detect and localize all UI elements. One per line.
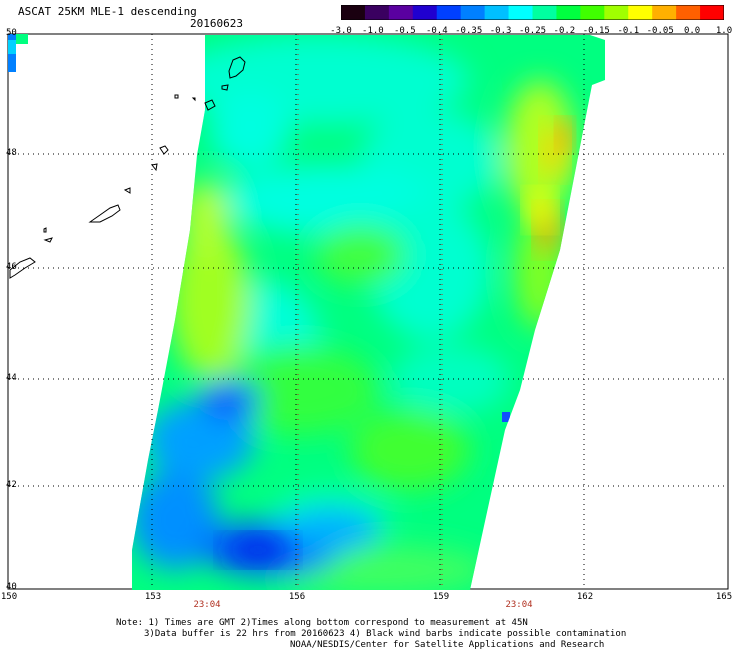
legend-swatch bbox=[364, 5, 390, 20]
legend-label: -0.1 bbox=[617, 26, 640, 36]
legend-swatch bbox=[700, 5, 724, 20]
legend-label: -1.0 bbox=[362, 26, 384, 36]
product-date: 20160623 bbox=[190, 17, 243, 30]
legend-swatch bbox=[484, 5, 510, 20]
lat-label-48: 48 bbox=[6, 148, 17, 158]
color-legend-bar bbox=[341, 5, 724, 20]
time-label-left: 23:04 bbox=[193, 600, 221, 610]
note-line-1: Note: 1) Times are GMT 2)Times along bot… bbox=[116, 618, 528, 628]
coastline-kuril-islands bbox=[9, 56, 246, 279]
lon-label-150: 150 bbox=[0, 592, 18, 602]
legend-swatch bbox=[532, 5, 558, 20]
swath-data bbox=[132, 35, 605, 590]
product-title: ASCAT 25KM MLE-1 descending bbox=[18, 5, 197, 18]
legend-label: -0.15 bbox=[582, 26, 610, 36]
note-line-3: NOAA/NESDIS/Center for Satellite Applica… bbox=[290, 640, 605, 650]
legend-swatch bbox=[676, 5, 701, 20]
legend-label: 0.0 bbox=[683, 26, 701, 36]
lat-grid bbox=[8, 153, 728, 487]
lat-label-40: 40 bbox=[6, 582, 17, 592]
lon-label-162: 162 bbox=[576, 592, 594, 602]
lat-label-44: 44 bbox=[6, 373, 17, 383]
legend-label: -0.25 bbox=[518, 26, 547, 36]
legend-swatch bbox=[580, 5, 605, 20]
legend-swatch bbox=[388, 5, 414, 20]
lat-label-46: 46 bbox=[6, 262, 17, 272]
note-line-2: 3)Data buffer is 22 hrs from 20160623 4)… bbox=[144, 629, 627, 639]
legend-swatch bbox=[508, 5, 534, 20]
small-data-patch bbox=[8, 34, 28, 72]
lon-label-165: 165 bbox=[715, 592, 733, 602]
legend-swatch bbox=[628, 5, 653, 20]
legend-swatch bbox=[652, 5, 677, 20]
legend-swatch bbox=[556, 5, 581, 20]
legend-swatch bbox=[604, 5, 629, 20]
lat-label-42: 42 bbox=[6, 480, 17, 490]
lon-label-156: 156 bbox=[288, 592, 306, 602]
legend-label: -0.05 bbox=[646, 26, 674, 36]
lon-label-153: 153 bbox=[144, 592, 162, 602]
legend-label: -0.35 bbox=[455, 26, 483, 36]
legend-label: 1.0 bbox=[715, 26, 733, 36]
legend-swatch bbox=[460, 5, 486, 20]
time-label-right: 23:04 bbox=[505, 600, 533, 610]
legend-label: -0.4 bbox=[425, 26, 448, 36]
lon-label-159: 159 bbox=[432, 592, 450, 602]
legend-label: -0.2 bbox=[553, 26, 576, 36]
lat-label-50: 50 bbox=[6, 28, 17, 38]
legend-label: -3.0 bbox=[330, 26, 352, 36]
legend-swatch bbox=[412, 5, 438, 20]
legend-swatch bbox=[436, 5, 462, 20]
legend-label: -0.3 bbox=[489, 26, 512, 36]
legend-swatch bbox=[341, 5, 366, 20]
legend-label: -0.5 bbox=[393, 26, 416, 36]
